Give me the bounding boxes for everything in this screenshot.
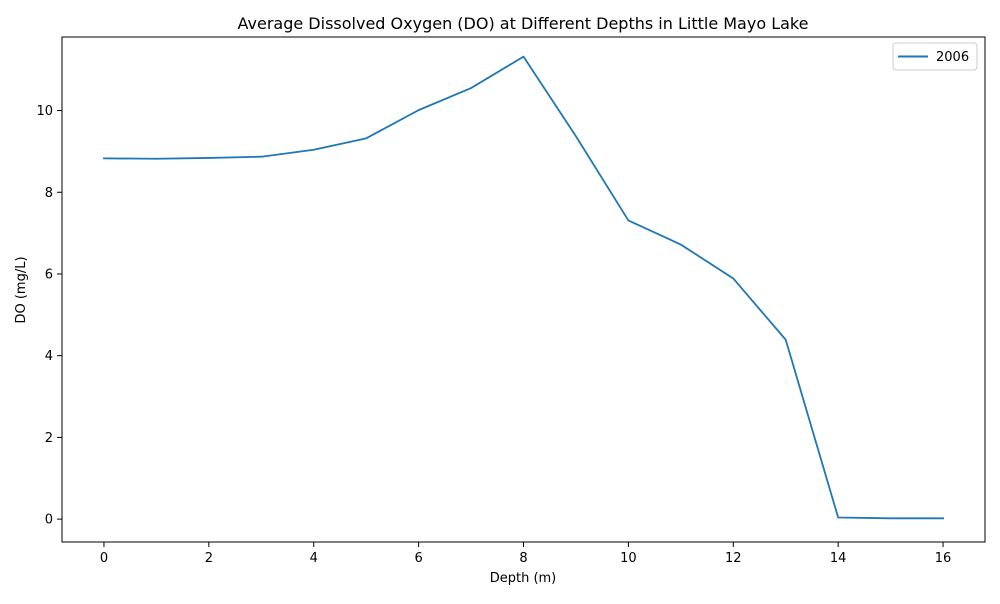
y-tick-label: 2	[45, 431, 53, 446]
y-tick-label: 0	[45, 513, 53, 528]
x-tick-label: 8	[519, 551, 527, 566]
plot-area: 0 2 4 6 8 10 12 14 16 0 2 4 6 8 10	[36, 36, 986, 566]
y-axis-label: DO (mg/L)	[14, 256, 29, 323]
y-tick-label: 8	[45, 186, 53, 201]
x-tick-label: 0	[100, 551, 108, 566]
y-tick-label: 4	[45, 349, 53, 364]
x-tick-label: 4	[310, 551, 318, 566]
series-line	[103, 55, 944, 520]
y-tick-label: 6	[45, 267, 53, 282]
legend-label: 2006	[936, 50, 969, 65]
x-axis-label: Depth (m)	[490, 571, 557, 586]
chart-title: Average Dissolved Oxygen (DO) at Differe…	[238, 14, 809, 33]
x-tick-label: 6	[414, 551, 422, 566]
x-tick-label: 14	[830, 551, 847, 566]
y-tick-label: 10	[36, 104, 53, 119]
x-tick-label: 2	[205, 551, 213, 566]
x-tick-label: 16	[935, 551, 952, 566]
legend-frame	[892, 42, 978, 71]
legend: 2006	[892, 42, 978, 71]
x-tick-label: 10	[620, 551, 637, 566]
axes-frame	[61, 36, 986, 543]
x-tick-label: 12	[725, 551, 742, 566]
